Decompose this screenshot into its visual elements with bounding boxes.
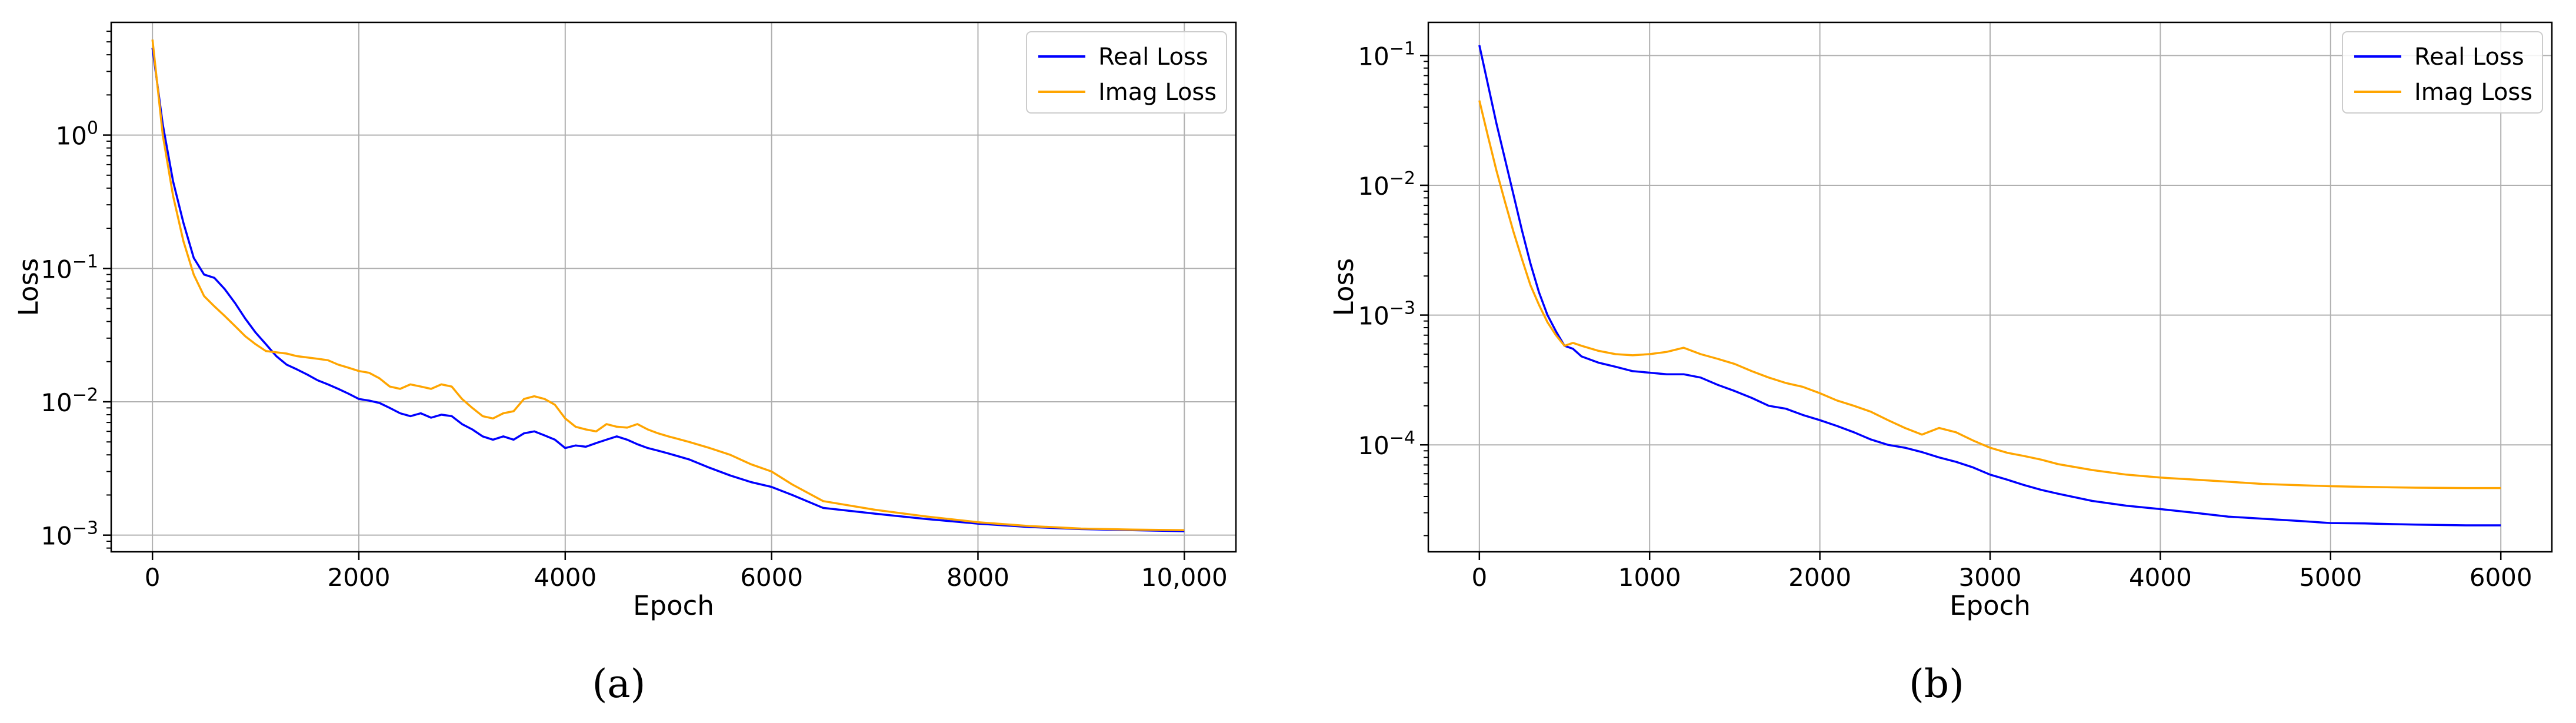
y-tick-base: 10 — [55, 122, 86, 151]
y-axis-label: Loss — [13, 258, 44, 316]
y-minor-ticks — [1424, 61, 1428, 537]
y-tick-exponent: −1 — [72, 251, 98, 272]
x-tick-label: 1000 — [1618, 563, 1681, 592]
x-tick-label: 6000 — [740, 563, 803, 592]
y-tick-base: 10 — [1358, 302, 1389, 331]
x-axis-label: Epoch — [1950, 590, 2031, 621]
legend: Real Loss Imag Loss — [1026, 31, 1227, 114]
y-axis: 10−410−310−210−1 — [1358, 38, 1428, 460]
legend: Real Loss Imag Loss — [2342, 31, 2543, 114]
y-tick-label: 10−1 — [41, 251, 98, 284]
y-tick-label: 10−3 — [1358, 298, 1415, 331]
x-tick-label: 0 — [145, 563, 161, 592]
y-tick-base: 10 — [41, 388, 72, 417]
y-minor-ticks — [106, 31, 111, 549]
x-tick-label: 4000 — [534, 563, 596, 592]
x-axis-label: Epoch — [633, 590, 714, 621]
x-tick-label: 5000 — [2299, 563, 2362, 592]
y-tick-base: 10 — [1358, 431, 1389, 460]
x-tick-label: 3000 — [1959, 563, 2022, 592]
x-tick-label: 8000 — [947, 563, 1009, 592]
panel-caption: (b) — [1909, 661, 1964, 707]
x-tick-label: 2000 — [328, 563, 391, 592]
y-tick-base: 10 — [1358, 172, 1389, 201]
y-tick-label: 10−2 — [41, 385, 98, 417]
y-tick-exponent: −4 — [1389, 428, 1415, 448]
series-lines — [1478, 45, 2501, 527]
y-tick-exponent: 0 — [87, 118, 98, 139]
y-tick-base: 10 — [41, 522, 72, 551]
x-tick-label: 10,000 — [1141, 563, 1228, 592]
y-tick-label: 10−3 — [41, 518, 98, 551]
x-tick-label: 4000 — [2129, 563, 2192, 592]
y-tick-exponent: −3 — [72, 518, 98, 539]
x-axis: 0 2000 4000 6000 8000 10,000 — [145, 552, 1228, 592]
y-tick-exponent: −1 — [1389, 38, 1415, 59]
series-lines — [151, 39, 1185, 532]
plot-frame — [110, 21, 1237, 553]
y-tick-label: 10−1 — [1358, 38, 1415, 71]
legend-label: Imag Loss — [1098, 79, 1217, 106]
y-tick-label: 10−4 — [1358, 428, 1415, 460]
legend-label: Real Loss — [1098, 44, 1208, 71]
y-tick-base: 10 — [1358, 42, 1389, 71]
x-tick-label: 6000 — [2470, 563, 2532, 592]
legend-label: Imag Loss — [2414, 79, 2532, 106]
y-tick-exponent: −2 — [1389, 168, 1415, 189]
legend-label: Real Loss — [2414, 44, 2524, 71]
y-tick-base: 10 — [41, 255, 72, 284]
x-tick-label: 2000 — [1788, 563, 1851, 592]
y-tick-exponent: −3 — [1389, 298, 1415, 319]
series-line-real-loss — [1478, 45, 2501, 527]
panel-a: 0 2000 4000 6000 8000 10,000Epoch10−310−210−1… — [13, 21, 1237, 707]
y-tick-exponent: −2 — [72, 385, 98, 405]
y-tick-label: 100 — [55, 118, 98, 151]
x-tick-label: 0 — [1471, 563, 1487, 592]
panel-caption: (a) — [592, 661, 646, 707]
panel-b: 0 1000 2000 3000 4000 5000 6000Epoch10−410−310… — [1328, 21, 2553, 707]
y-tick-label: 10−2 — [1358, 168, 1415, 201]
x-axis: 0 1000 2000 3000 4000 5000 6000 — [1471, 552, 2532, 592]
y-axis-label: Loss — [1328, 258, 1359, 316]
series-line-real-loss — [151, 48, 1185, 532]
series-line-imag-loss — [151, 39, 1185, 531]
series-line-imag-loss — [1478, 100, 2501, 489]
